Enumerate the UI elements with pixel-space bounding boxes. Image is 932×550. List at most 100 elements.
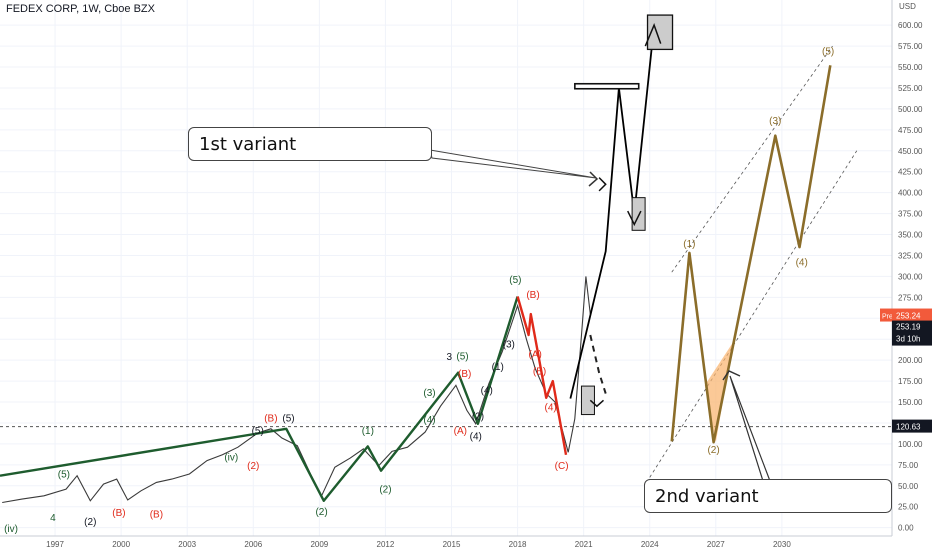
wave-label: (B): [458, 369, 471, 380]
last-price-tag: [892, 320, 932, 346]
arrow-head: [598, 177, 607, 192]
arrow-head: [627, 210, 642, 227]
wave-label: (4): [481, 386, 493, 397]
wave-label: (5): [282, 413, 294, 424]
wave-label: (4): [470, 432, 482, 443]
wave-label: (2): [315, 507, 327, 518]
y-tick-label: 475.00: [898, 126, 923, 135]
first-variant-dash: [589, 334, 607, 394]
chart-title: FEDEX CORP, 1W, Cboe BZX: [6, 3, 155, 15]
wave-label: (4): [423, 415, 435, 426]
wave-label: (B): [533, 366, 546, 377]
pre-price-tag: [892, 308, 932, 322]
wave-label: 3: [447, 352, 453, 363]
y-tick-label: 325.00: [898, 251, 923, 260]
wave2-highlight: [704, 341, 734, 443]
level-price-value: 120.63: [896, 423, 921, 432]
y-tick-label: 300.00: [898, 272, 923, 281]
wave-label: (B): [150, 510, 163, 521]
y-tick-label: 500.00: [898, 105, 923, 114]
wave-label: (2): [707, 445, 719, 456]
target-bar: [574, 82, 640, 90]
wave-label: (1): [492, 362, 504, 373]
wave-label: (A): [529, 350, 542, 361]
y-tick-label: 425.00: [898, 168, 923, 177]
y-tick-label: 350.00: [898, 231, 923, 240]
wave-label: (1): [683, 239, 695, 250]
x-tick-label: 2018: [509, 540, 527, 549]
second-variant-projection: [670, 65, 832, 444]
x-tick-label: 1997: [46, 540, 64, 549]
wave-label: (5): [509, 275, 521, 286]
x-tick-label: 2006: [244, 540, 262, 549]
wave-label: (5): [58, 469, 70, 480]
wave-label: (4): [796, 257, 808, 268]
y-tick-label: 375.00: [898, 210, 923, 219]
wave-label: (3): [423, 388, 435, 399]
y-tick-label: 525.00: [898, 84, 923, 93]
callout2-arrow: [722, 370, 741, 381]
wave-label: (C): [555, 461, 569, 472]
pre-price-value: 253.24: [896, 312, 921, 321]
x-tick-label: 2030: [773, 540, 791, 549]
wave-label: (3): [503, 340, 515, 351]
currency-label: USD: [899, 2, 916, 11]
y-tick-label: 50.00: [898, 482, 919, 491]
arrow-head: [589, 399, 604, 408]
y-tick-label: 175.00: [898, 377, 923, 386]
wave-label: (4): [545, 402, 557, 413]
channel-lower-line: [649, 150, 858, 478]
x-tick-label: 2012: [377, 540, 395, 549]
y-tick-label: 575.00: [898, 42, 923, 51]
y-tick-label: 75.00: [898, 461, 919, 470]
level-price-tag: [892, 419, 932, 433]
wave-label: (B): [526, 290, 539, 301]
correction-wave-line: [516, 296, 568, 456]
wave-label: (5): [252, 426, 264, 437]
x-tick-label: 2021: [575, 540, 593, 549]
second-variant-callout: 2nd variant: [644, 479, 892, 513]
y-tick-label: 600.00: [898, 21, 923, 30]
wave-label: (2): [379, 484, 391, 495]
x-tick-label: 2015: [443, 540, 461, 549]
wave-label: (2): [472, 412, 484, 423]
y-tick-label: 450.00: [898, 147, 923, 156]
x-tick-label: 2000: [112, 540, 130, 549]
wave-label: (2): [84, 517, 96, 528]
y-tick-label: 0.00: [898, 524, 914, 533]
wave-label: (A): [454, 426, 467, 437]
x-tick-label: 2003: [178, 540, 196, 549]
y-tick-label: 275.00: [898, 293, 923, 302]
wave-label: (3): [769, 116, 781, 127]
wave-label: (iv): [4, 524, 18, 535]
y-tick-label: 550.00: [898, 63, 923, 72]
callout1-arrow: [588, 171, 599, 187]
wave-label: (B): [112, 508, 125, 519]
y-tick-label: 25.00: [898, 503, 919, 512]
wave-label: (B): [264, 413, 277, 424]
first-variant-callout: 1st variant: [188, 127, 432, 161]
wave-label: (2): [247, 461, 259, 472]
wave-label: (5): [822, 46, 834, 57]
x-tick-label: 2027: [707, 540, 725, 549]
price-line: [2, 276, 591, 504]
wave-label: (iv): [224, 453, 238, 464]
y-tick-label: 100.00: [898, 440, 923, 449]
pre-tag-badge: [880, 308, 892, 322]
x-tick-label: 2024: [641, 540, 659, 549]
arrow-head: [644, 23, 662, 47]
last-price-value: 253.19: [896, 323, 921, 332]
y-tick-label: 400.00: [898, 189, 923, 198]
channel-upper-line: [671, 45, 833, 273]
wave-label: (5): [456, 351, 468, 362]
bar-countdown: 3d 10h: [896, 335, 920, 344]
y-tick-label: 150.00: [898, 398, 923, 407]
wave-label: (1): [362, 426, 374, 437]
target-box: [580, 385, 595, 416]
y-tick-label: 200.00: [898, 356, 923, 365]
wave-label: 4: [50, 513, 56, 524]
impulse-wave-line: [0, 296, 519, 502]
callout1-pointer: [429, 149, 597, 179]
